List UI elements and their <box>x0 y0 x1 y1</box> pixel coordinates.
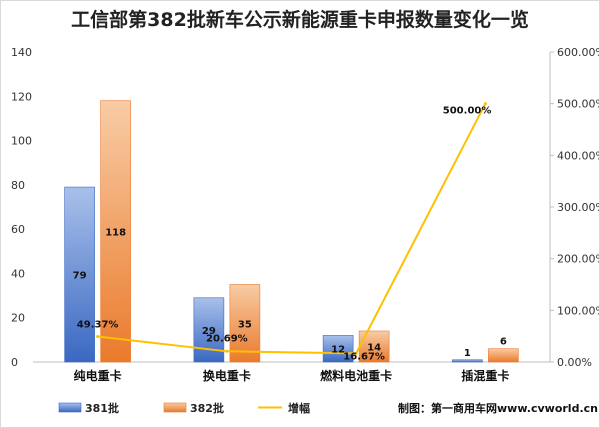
legend: 381批 382批 增幅 <box>58 401 310 415</box>
bar-381-0 <box>64 186 95 363</box>
left-tick-label: 0 <box>11 356 18 369</box>
category-label-0: 纯电重卡 <box>74 368 122 383</box>
legend-swatch-381 <box>58 402 82 413</box>
bar-381-2 <box>322 335 354 363</box>
category-label-3: 插混重卡 <box>461 368 509 383</box>
bar-value-label: 14 <box>367 343 381 354</box>
right-tick-label: 600.00% <box>557 46 599 59</box>
right-tick-label: 200.00% <box>557 253 599 266</box>
right-tick-label: 400.00% <box>557 149 599 162</box>
legend-label-growth: 增幅 <box>288 401 310 415</box>
growth-point-3 <box>483 102 487 106</box>
right-tick-label: 500.00% <box>557 98 599 111</box>
bar-382-1 <box>229 284 261 363</box>
category-label-1: 换电重卡 <box>203 368 251 383</box>
growth-point-2 <box>354 351 358 355</box>
growth-line-series <box>96 102 487 355</box>
right-y-axis: 0.00% 100.00% 200.00% 300.00% 400.00% 500.00%… <box>549 46 599 369</box>
left-tick-label: 140 <box>11 46 32 59</box>
left-tick-label: 20 <box>11 312 25 325</box>
bar-381-3 <box>452 359 483 363</box>
data-labels: 79 29 12 1 118 35 14 6 49.37% 20.69% 16.67% 500.00% <box>73 106 507 363</box>
bar-value-label: 6 <box>500 337 507 348</box>
chart-credit: 制图：第一商用车网www.cvworld.cn <box>398 401 598 415</box>
left-tick-label: 120 <box>11 90 32 103</box>
growth-point-1 <box>225 349 229 353</box>
left-tick-label: 60 <box>11 223 25 236</box>
bar-382-3 <box>488 348 519 363</box>
growth-value-label: 49.37% <box>77 319 119 330</box>
growth-value-label: 16.67% <box>343 351 385 362</box>
bar-value-label: 35 <box>238 319 252 330</box>
growth-line <box>97 103 487 355</box>
legend-label-382: 382批 <box>190 401 224 415</box>
left-y-axis: 0 20 40 60 80 100 120 140 <box>11 46 32 369</box>
category-label-2: 燃料电池重卡 <box>320 368 392 383</box>
legend-swatch-382 <box>163 402 187 413</box>
bar-value-label: 1 <box>464 348 471 359</box>
legend-label-381: 381批 <box>85 401 119 415</box>
bar-value-label: 12 <box>331 345 345 356</box>
growth-point-0 <box>96 334 100 338</box>
right-tick-label: 100.00% <box>557 304 599 317</box>
right-tick-label: 300.00% <box>557 201 599 214</box>
chart-title: 工信部第382批新车公示新能源重卡申报数量变化一览 <box>71 8 529 31</box>
bar-382-0 <box>100 100 131 363</box>
left-tick-label: 100 <box>11 135 32 148</box>
left-tick-label: 80 <box>11 179 25 192</box>
left-tick-label: 40 <box>11 267 25 280</box>
category-labels: 纯电重卡 换电重卡 燃料电池重卡 插混重卡 <box>74 368 510 383</box>
bar-series <box>64 100 519 363</box>
bar-value-label: 118 <box>105 227 126 238</box>
growth-value-label: 500.00% <box>443 106 492 117</box>
bar-value-label: 29 <box>202 326 216 337</box>
growth-value-label: 20.69% <box>206 333 248 344</box>
right-tick-label: 0.00% <box>557 356 592 369</box>
bar-value-label: 79 <box>73 271 87 282</box>
